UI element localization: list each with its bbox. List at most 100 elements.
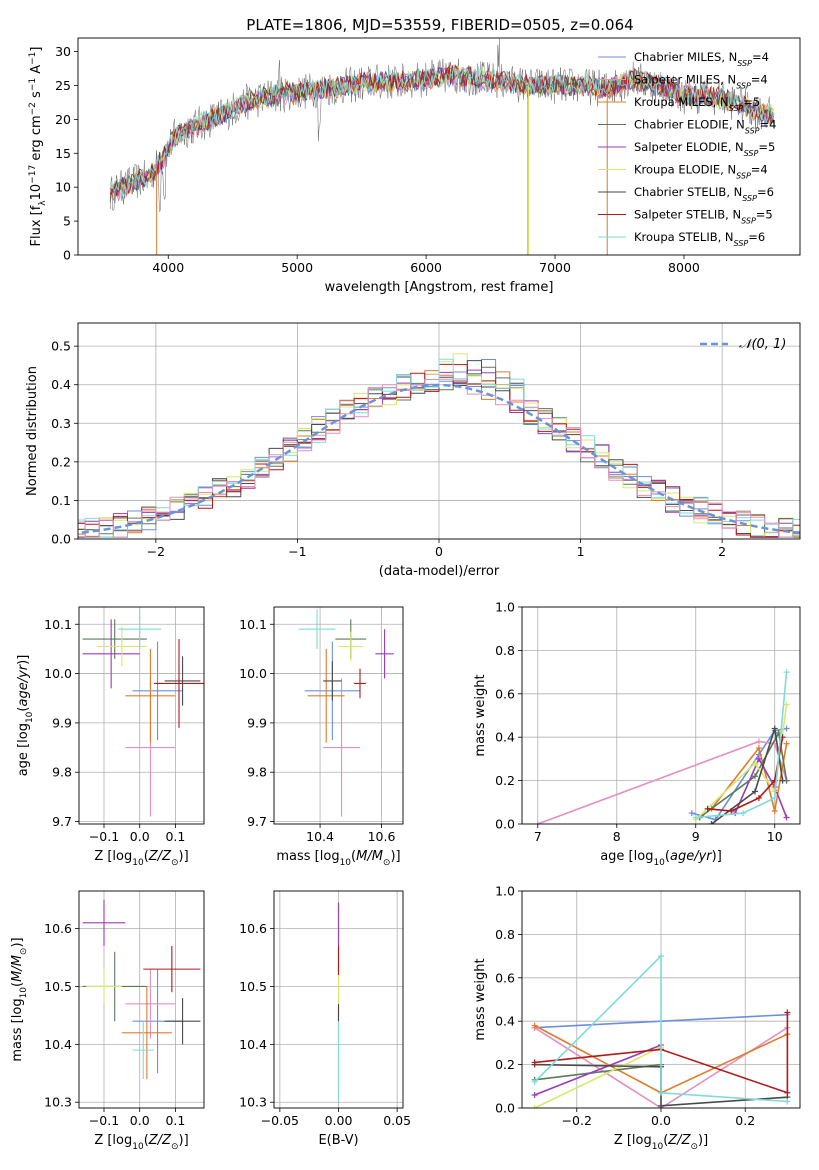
- weight-series-9: [695, 672, 788, 819]
- legend-n: =4: [751, 163, 768, 177]
- x-tick-label: 10.6: [368, 829, 396, 844]
- legend-label: Chabrier STELIB, NSSP=6: [634, 185, 774, 203]
- x-tick-label: 7000: [539, 260, 571, 275]
- panel-age-vs-Z: −0.1 0.0 0.19.79.89.910.010.1Z [log10(Z/Z⊙…: [16, 606, 205, 868]
- label-part: Z [log: [94, 1133, 132, 1148]
- x-tick-label: 0.00: [325, 1113, 353, 1128]
- plot-area: [274, 891, 403, 1108]
- legend-label: Kroupa MILES, NSSP=5: [634, 95, 760, 113]
- plot-area: [522, 891, 800, 1108]
- label-part: mass weight: [473, 958, 488, 1040]
- label-part: λ: [38, 200, 48, 206]
- y-tick-label: 10.3: [239, 1095, 267, 1110]
- y-axis-label: age [log10(age/yr)]: [16, 655, 35, 777]
- x-tick-label: −0.2: [562, 1113, 592, 1128]
- label-part: M/M: [356, 849, 383, 864]
- y-axis-label: Normed distribution: [25, 366, 40, 496]
- weight-marker: [534, 821, 541, 824]
- label-part: 10: [653, 858, 665, 868]
- weight-marker: [531, 1078, 538, 1085]
- y-axis-label: mass weight: [473, 958, 488, 1040]
- legend-sub: SSP: [745, 126, 760, 135]
- y-tick-label: 9.8: [52, 765, 72, 780]
- y-tick-label: 10.6: [239, 921, 267, 936]
- legend-label: Kroupa STELIB, NSSP=6: [634, 230, 765, 248]
- label-part: Z/Z: [667, 1133, 691, 1148]
- axes-frame: [77, 322, 801, 540]
- y-axis-label: Flux [fλ10−17 erg cm−2 s−1 A−1]: [28, 47, 48, 247]
- y-tick-label: 0.5: [51, 339, 71, 354]
- panel-spectrum: 4000 5000 6000 7000 8000 0 5 10 15 20 25 30 waveleng…: [28, 37, 801, 295]
- legend-sub: SSP: [744, 149, 759, 158]
- x-axis-label: Z [log10(Z/Z⊙)]: [614, 1133, 708, 1152]
- label-part: )]: [179, 849, 189, 864]
- y-tick-label: 0.3: [51, 416, 71, 431]
- weight-marker: [704, 805, 711, 812]
- y-tick-label: 0.6: [495, 686, 515, 701]
- x-tick-label: −0.05: [261, 1113, 299, 1128]
- y-tick-label: 9.7: [52, 814, 72, 829]
- weight-marker: [783, 740, 790, 747]
- y-tick-label: 0.0: [51, 532, 71, 547]
- legend-label: Salpeter MILES, NSSP=4: [634, 73, 768, 91]
- weight-series-9: [534, 954, 788, 1103]
- legend-n: =6: [748, 230, 765, 244]
- legend-model: Kroupa ELODIE, N: [634, 163, 736, 177]
- gaussian-legend-label: 𝒩(0, 1): [739, 337, 786, 352]
- weight-marker: [771, 807, 778, 814]
- label-part: (: [665, 849, 670, 864]
- panel-mass-vs-Z: −0.1 0.0 0.110.310.410.510.6Z [log10(Z/Z⊙)…: [10, 890, 205, 1152]
- label-part: (data-model)/error: [379, 564, 500, 579]
- y-tick-label: 10.5: [239, 979, 267, 994]
- weight-marker: [740, 810, 747, 817]
- weight-marker: [783, 725, 790, 732]
- x-tick-label: 1: [577, 544, 585, 559]
- label-part: mass weight: [473, 674, 488, 756]
- weight-marker: [784, 1089, 791, 1096]
- label-part: age [log: [600, 849, 653, 864]
- legend-label: Chabrier MILES, NSSP=4: [634, 50, 769, 68]
- x-tick-label: 8: [613, 829, 621, 844]
- y-tick-label: 0: [63, 248, 71, 263]
- legend-sub: SSP: [736, 171, 751, 180]
- residual-histogram-8: [78, 358, 800, 538]
- weight-marker: [531, 1105, 538, 1108]
- label-part: ⊙: [690, 1142, 698, 1152]
- legend-sub: SSP: [742, 194, 757, 203]
- label-part: Z/Z: [148, 1133, 172, 1148]
- label-part: −1: [28, 78, 38, 91]
- panel-residuals: −2 −1 0 1 2 0.0 0.1 0.2 0.3 0.4 0.5 (data-model)/er…: [25, 322, 801, 579]
- y-tick-label: 10.0: [44, 666, 72, 681]
- y-tick-label: 25: [55, 78, 71, 93]
- legend: Chabrier MILES, NSSP=4 Salpeter MILES, NS…: [598, 50, 776, 248]
- axes-frame: [273, 606, 404, 825]
- x-tick-label: −1: [288, 544, 306, 559]
- label-part: 10: [340, 858, 352, 868]
- label-part: Z [log: [614, 1133, 652, 1148]
- weight-marker: [771, 725, 778, 732]
- legend-sub: SSP: [737, 59, 752, 68]
- weight-marker: [531, 1059, 538, 1066]
- figure-title: PLATE=1806, MJD=53559, FIBERID=0505, z=0…: [246, 16, 633, 34]
- x-tick-label: 0: [435, 544, 443, 559]
- weight-marker: [783, 701, 790, 708]
- label-part: )]: [179, 1133, 189, 1148]
- weight-marker: [658, 953, 664, 960]
- weight-marker: [531, 1022, 538, 1029]
- x-axis-label: E(B-V): [318, 1133, 358, 1148]
- weight-marker: [755, 755, 762, 762]
- label-part: 10: [25, 711, 35, 723]
- legend-model: Kroupa STELIB, N: [634, 230, 734, 244]
- label-part: 10: [132, 1142, 144, 1152]
- plot-area: [522, 607, 800, 824]
- x-axis-label: Z [log10(Z/Z⊙)]: [94, 1133, 188, 1152]
- label-part: )]: [10, 937, 25, 947]
- label-part: Z [log: [94, 849, 132, 864]
- axes-frame: [521, 606, 801, 825]
- y-tick-label: 0.0: [495, 817, 515, 832]
- residual-histogram-1: [78, 359, 800, 538]
- y-tick-label: 0.4: [51, 377, 71, 392]
- y-tick-label: 0.2: [495, 773, 515, 788]
